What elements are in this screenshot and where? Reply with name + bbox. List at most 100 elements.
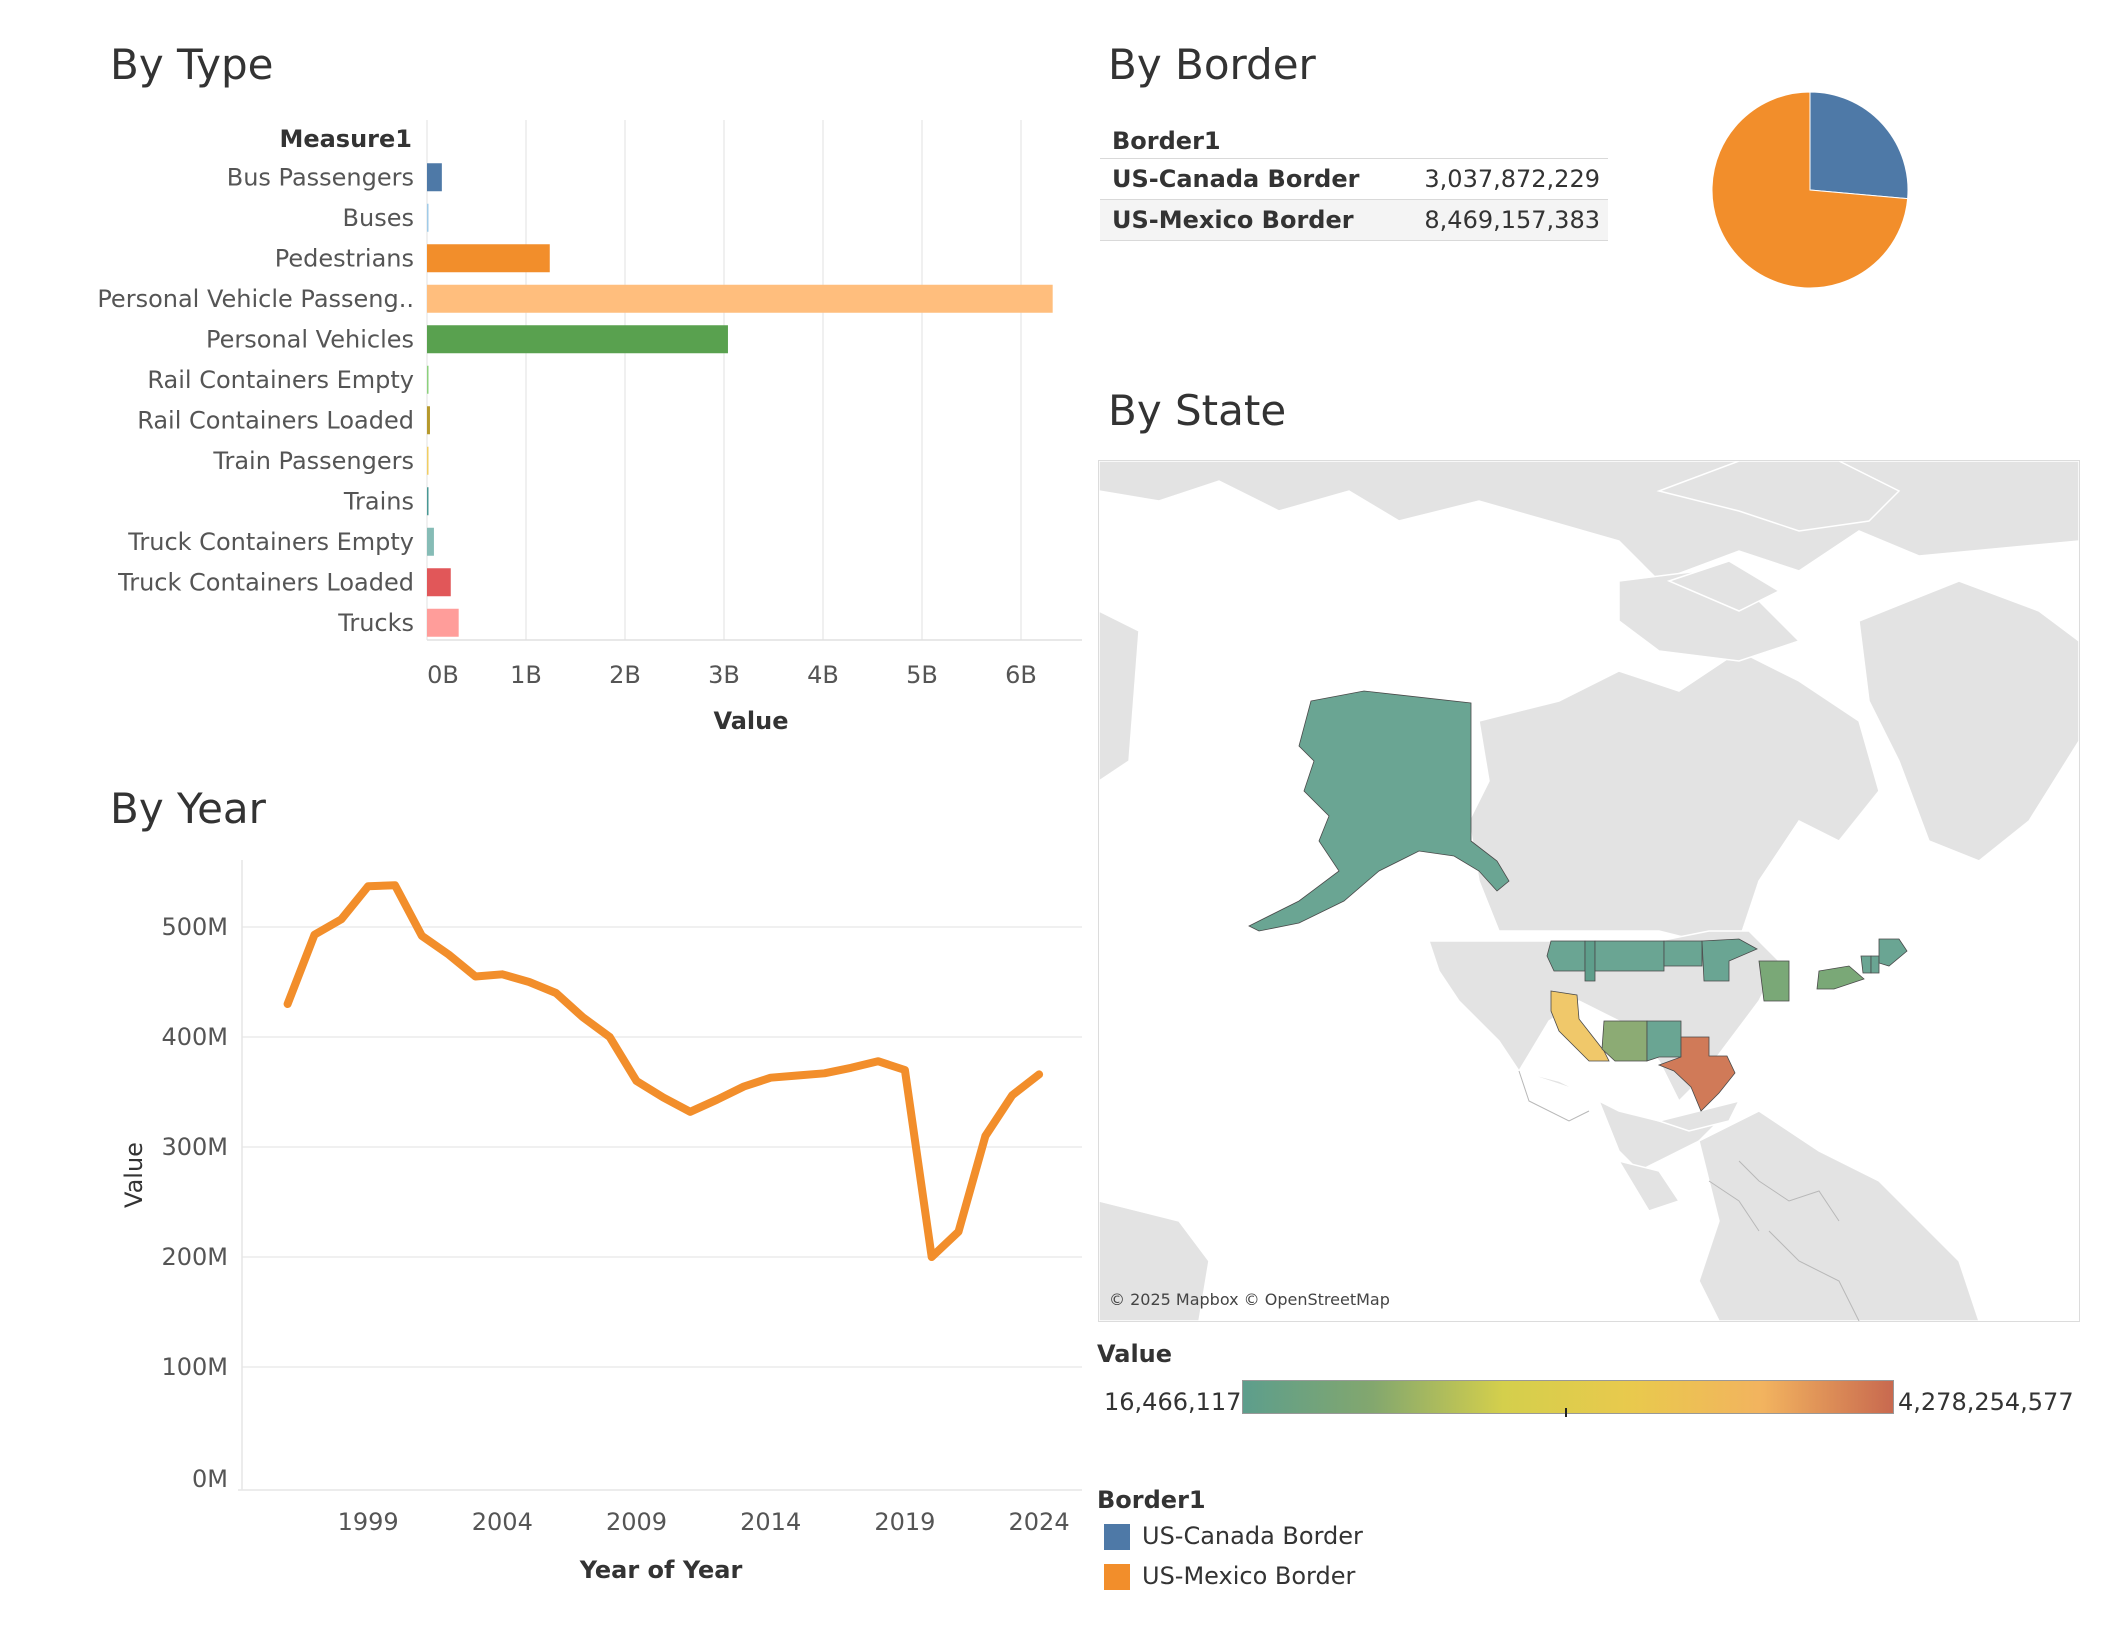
line-point[interactable] <box>686 1108 694 1116</box>
state-new-york <box>1816 965 1865 990</box>
table-row[interactable]: US-Mexico Border 8,469,157,383 <box>1100 200 1608 241</box>
bar-mark[interactable] <box>427 608 459 637</box>
bar-mark[interactable] <box>427 325 728 354</box>
value-legend-max: 4,278,254,577 <box>1898 1388 2074 1416</box>
line-point[interactable] <box>445 951 453 959</box>
bar-mark[interactable] <box>427 203 429 232</box>
pie-slice[interactable] <box>1809 91 1909 200</box>
map-land <box>1099 461 2079 1321</box>
line-point[interactable] <box>552 989 560 997</box>
line-y-tick-label: 100M <box>161 1353 228 1381</box>
bar-mark[interactable] <box>427 446 429 475</box>
line-point[interactable] <box>767 1074 775 1082</box>
line-point[interactable] <box>310 931 318 939</box>
value-legend-title: Value <box>1097 1340 1173 1368</box>
line-point[interactable] <box>1008 1091 1016 1099</box>
line-point[interactable] <box>740 1083 748 1091</box>
line-point[interactable] <box>337 915 345 923</box>
bar-mark[interactable] <box>427 244 550 273</box>
by-type-title: By Type <box>110 40 274 89</box>
table-row[interactable]: US-Canada Border 3,037,872,229 <box>1100 159 1608 200</box>
border-value-cell: 3,037,872,229 <box>1424 165 1600 193</box>
line-point[interactable] <box>606 1033 614 1041</box>
border-name-cell: US-Canada Border <box>1112 165 1360 193</box>
state-vermont <box>1860 955 1872 974</box>
by-border-pie-chart[interactable] <box>1700 90 1920 310</box>
border-name-cell: US-Mexico Border <box>1112 206 1354 234</box>
value-legend-min: 16,466,117 <box>1104 1388 1242 1416</box>
bar-category-label: Trucks <box>337 609 414 637</box>
line-point[interactable] <box>364 882 372 890</box>
line-y-tick-label: 300M <box>161 1133 228 1161</box>
bar-category-label: Buses <box>343 204 414 232</box>
line-point[interactable] <box>820 1069 828 1077</box>
bar-category-label: Train Passengers <box>212 447 414 475</box>
line-point[interactable] <box>874 1057 882 1065</box>
state-north-dakota <box>1663 940 1703 967</box>
line-point[interactable] <box>284 1000 292 1008</box>
line-point[interactable] <box>659 1094 667 1102</box>
line-point[interactable] <box>901 1066 909 1074</box>
line-point[interactable] <box>955 1228 963 1236</box>
bar-x-tick-label: 4B <box>807 661 839 689</box>
line-y-tick-label: 200M <box>161 1243 228 1271</box>
line-point[interactable] <box>418 932 426 940</box>
line-point[interactable] <box>498 970 506 978</box>
line-point[interactable] <box>981 1132 989 1140</box>
bar-category-label: Rail Containers Empty <box>147 366 414 394</box>
by-state-title: By State <box>1108 386 1287 435</box>
by-year-y-axis-title: Value <box>120 1142 148 1208</box>
bar-category-label: Pedestrians <box>275 244 414 272</box>
line-y-tick-label: 500M <box>161 913 228 941</box>
line-point[interactable] <box>713 1096 721 1104</box>
map-canvas: © 2025 Mapbox © OpenStreetMap <box>1099 461 2079 1321</box>
line-y-tick-label: 400M <box>161 1023 228 1051</box>
state-texas <box>1657 1036 1736 1112</box>
state-arizona <box>1601 1020 1648 1062</box>
line-point[interactable] <box>794 1072 802 1080</box>
by-year-title: By Year <box>110 784 266 833</box>
bar-category-label: Personal Vehicles <box>206 325 414 353</box>
by-border-title: By Border <box>1108 40 1316 89</box>
line-point[interactable] <box>471 973 479 981</box>
state-new-mexico <box>1646 1020 1682 1062</box>
line-point[interactable] <box>1035 1070 1043 1078</box>
by-year-series-line[interactable] <box>283 881 1044 1261</box>
bar-x-tick-label: 1B <box>510 661 542 689</box>
line-point[interactable] <box>391 881 399 889</box>
line-point[interactable] <box>579 1013 587 1021</box>
bar-mark[interactable] <box>427 163 442 192</box>
bar-mark[interactable] <box>427 568 451 597</box>
bar-mark[interactable] <box>427 487 429 516</box>
by-type-x-axis-title: Value <box>713 707 788 735</box>
border-legend-label-mexico[interactable]: US-Mexico Border <box>1142 1562 1356 1590</box>
by-year-line-chart[interactable]: 0M 100M 200M 300M 400M 500M 1999 2004 2009 2014 2… <box>0 850 1090 1610</box>
bar-mark[interactable] <box>427 406 430 435</box>
by-state-map[interactable]: © 2025 Mapbox © OpenStreetMap <box>1098 460 2080 1322</box>
line-point[interactable] <box>525 978 533 986</box>
line-point[interactable] <box>633 1077 641 1085</box>
line-x-tick-label: 2004 <box>472 1508 533 1536</box>
by-type-column-header: Measure1 <box>279 125 412 153</box>
state-alaska <box>1248 690 1510 932</box>
line-point[interactable] <box>928 1253 936 1261</box>
border-legend-label-canada[interactable]: US-Canada Border <box>1142 1522 1363 1550</box>
bar-category-label: Truck Containers Loaded <box>117 568 414 596</box>
line-x-tick-label: 2024 <box>1009 1508 1070 1536</box>
line-point[interactable] <box>847 1064 855 1072</box>
state-new-hampshire <box>1870 955 1880 974</box>
bar-mark[interactable] <box>427 365 429 394</box>
state-california <box>1550 990 1610 1062</box>
map-states <box>1248 690 1908 1112</box>
bar-category-label: Bus Passengers <box>227 163 414 191</box>
pie-slice[interactable] <box>1711 91 1909 289</box>
bar-x-tick-label: 0B <box>427 661 459 689</box>
state-maine <box>1878 938 1908 967</box>
by-type-bar-chart[interactable]: Measure1 Bus Passengers Buses Pedestrians P… <box>0 110 1090 750</box>
bar-category-label: Personal Vehicle Passeng.. <box>97 285 414 313</box>
state-michigan <box>1758 960 1790 1002</box>
line-x-tick-label: 2009 <box>606 1508 667 1536</box>
bar-mark[interactable] <box>427 527 434 556</box>
by-border-table: Border1 US-Canada Border 3,037,872,229 U… <box>1100 124 1608 241</box>
bar-mark[interactable] <box>427 284 1053 313</box>
